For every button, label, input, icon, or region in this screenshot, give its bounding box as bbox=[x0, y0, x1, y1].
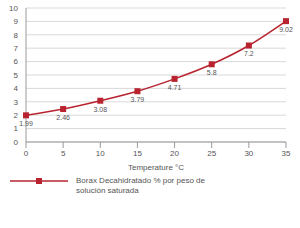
svg-text:0: 0 bbox=[24, 149, 29, 158]
svg-text:3.79: 3.79 bbox=[131, 96, 145, 103]
html-text:Borax Decahidratado % por peso: Borax Decahidratado % por peso de soluci… bbox=[76, 176, 205, 195]
svg-text:3.08: 3.08 bbox=[93, 106, 107, 113]
svg-text:8: 8 bbox=[14, 31, 19, 40]
svg-text:0: 0 bbox=[14, 138, 19, 147]
svg-text:1: 1 bbox=[14, 124, 19, 133]
svg-text:25: 25 bbox=[207, 149, 216, 158]
svg-text:5: 5 bbox=[14, 71, 19, 80]
svg-text:35: 35 bbox=[282, 149, 291, 158]
svg-text:30: 30 bbox=[244, 149, 253, 158]
svg-text:20: 20 bbox=[170, 149, 179, 158]
svg-text:9: 9 bbox=[14, 17, 19, 26]
svg-text:9.02: 9.02 bbox=[279, 26, 292, 33]
svg-text:10: 10 bbox=[96, 149, 105, 158]
svg-text:15: 15 bbox=[133, 149, 142, 158]
svg-text:1.99: 1.99 bbox=[19, 120, 33, 127]
svg-text:6: 6 bbox=[14, 57, 19, 66]
svg-text:7.2: 7.2 bbox=[244, 50, 254, 57]
svg-text:2: 2 bbox=[14, 111, 19, 120]
svg-text:10: 10 bbox=[9, 4, 18, 13]
svg-text:4: 4 bbox=[14, 84, 19, 93]
svg-text:3: 3 bbox=[14, 98, 19, 107]
svg-text:5.8: 5.8 bbox=[207, 69, 217, 76]
svg-text:2.46: 2.46 bbox=[56, 114, 70, 121]
svg-text:5: 5 bbox=[61, 149, 66, 158]
svg-text:4.71: 4.71 bbox=[168, 84, 182, 91]
svg-text:Temperature °C: Temperature °C bbox=[128, 163, 184, 172]
svg-text:7: 7 bbox=[14, 44, 19, 53]
